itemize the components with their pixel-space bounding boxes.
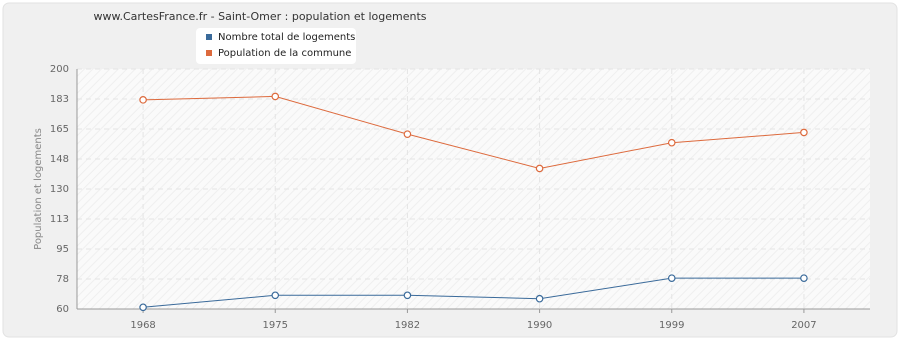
data-point: [535, 294, 544, 303]
legend-label: Nombre total de logements: [218, 32, 355, 43]
x-tick-label: 1999: [659, 320, 684, 331]
y-axis-label: Population et logements: [33, 128, 44, 250]
legend-label: Population de la commune: [218, 48, 351, 59]
x-tick-label: 1968: [130, 320, 155, 331]
x-tick-label: 1982: [395, 320, 420, 331]
data-point: [403, 130, 412, 138]
series-line: [143, 95, 804, 169]
x-tick-label: 2007: [791, 320, 816, 331]
y-tick-label: 200: [50, 64, 69, 75]
legend-swatch: [206, 34, 212, 40]
y-tick-label: 95: [56, 244, 69, 255]
y-tick-label: 60: [56, 304, 69, 315]
x-tick-label: 1975: [263, 320, 288, 331]
y-tick-label: 183: [50, 94, 69, 105]
legend-swatch: [206, 50, 212, 56]
x-tick-label: 1990: [527, 320, 552, 331]
y-tick-label: 148: [50, 154, 69, 165]
data-point: [667, 138, 676, 147]
y-tick-label: 165: [50, 124, 69, 135]
data-point: [139, 96, 147, 104]
data-point: [800, 128, 808, 137]
data-point: [535, 164, 544, 173]
series-line: [143, 277, 804, 308]
data-point: [800, 274, 808, 282]
data-point: [271, 291, 280, 300]
data-point: [667, 274, 676, 282]
legend-box: [196, 28, 356, 64]
data-point: [403, 291, 412, 300]
y-tick-label: 113: [50, 214, 69, 225]
data-point: [271, 92, 280, 101]
chart-title: www.CartesFrance.fr - Saint-Omer : popul…: [93, 10, 426, 23]
y-tick-label: 78: [56, 274, 69, 285]
data-point: [139, 303, 147, 312]
y-tick-label: 130: [50, 184, 69, 195]
